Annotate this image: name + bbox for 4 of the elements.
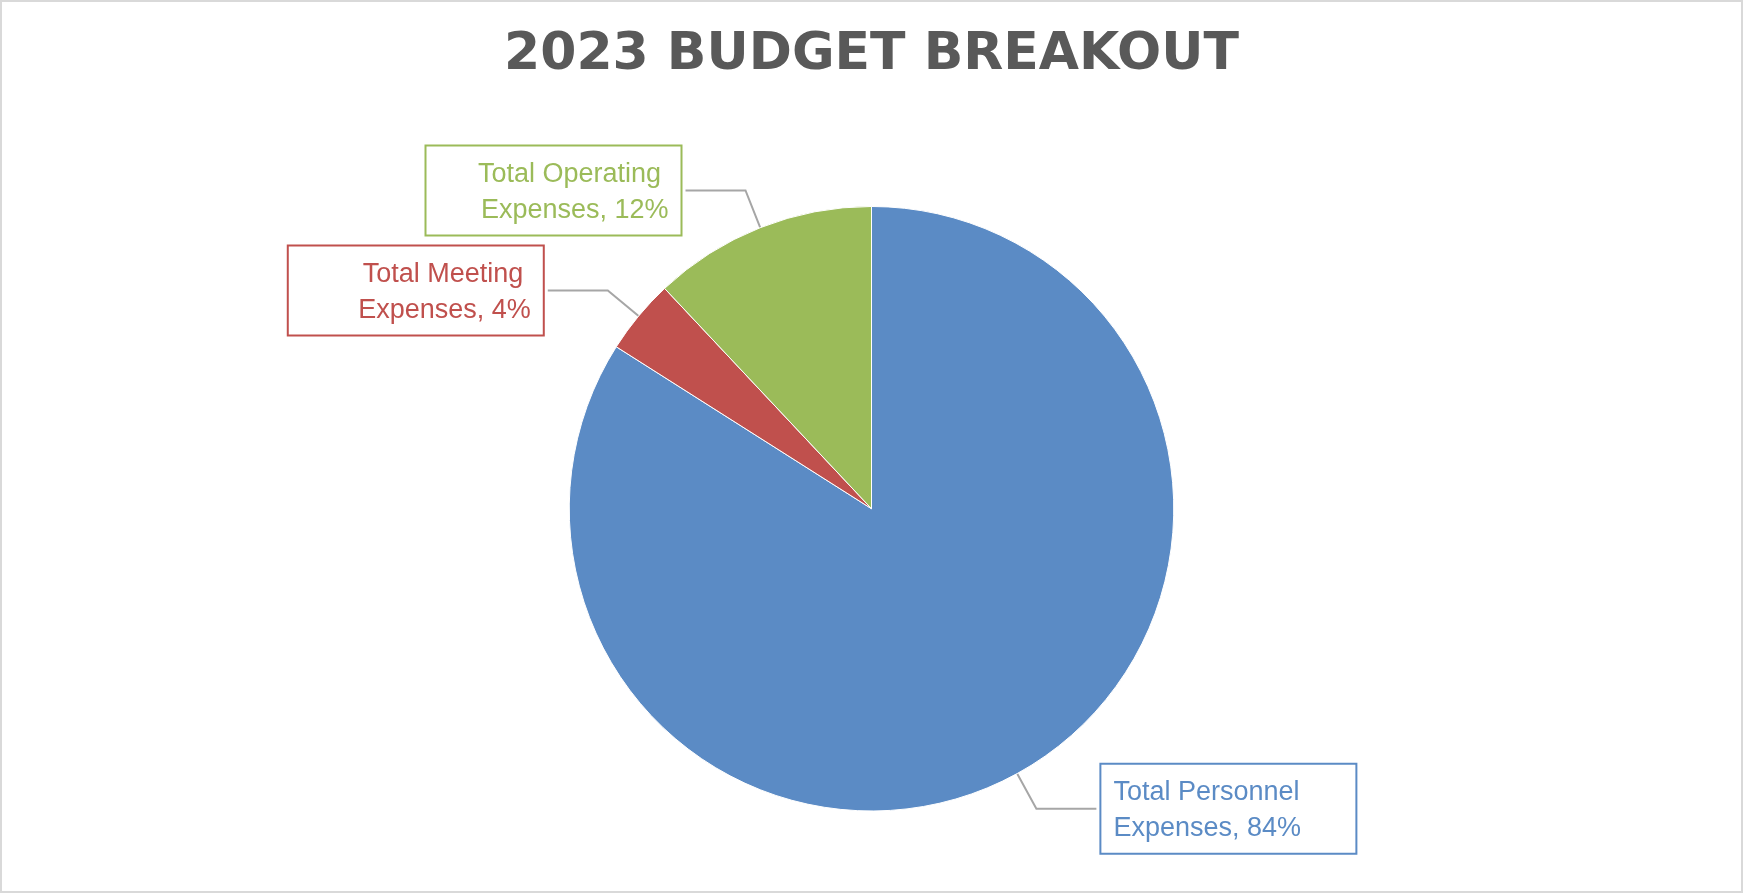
slice-label: Total Operating Expenses, 12% (477, 157, 669, 224)
slice-label: Total Meeting Expenses, 4% (358, 257, 531, 324)
slice-label: Total Personnel Expenses, 84% (1113, 775, 1308, 842)
chart-title: 2023 BUDGET BREAKOUT (504, 21, 1240, 81)
